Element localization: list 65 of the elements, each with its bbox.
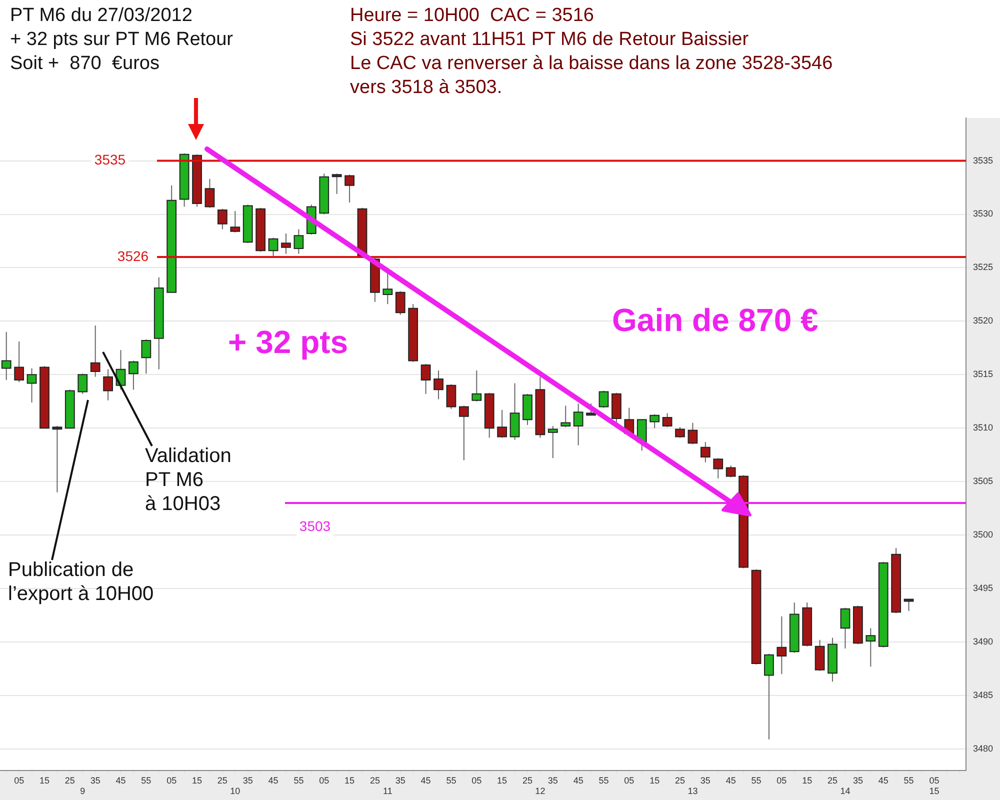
x-tick-label: 35 <box>548 775 558 786</box>
x-tick-label: 10 <box>230 786 240 796</box>
x-tick-label: 25 <box>64 775 75 786</box>
y-tick-label: 3520 <box>972 316 994 326</box>
text: Heure = 10H00 CAC = 3516 Si 3522 avant 11H51 PT M6 de Retour Baissier Le CAC va renverser à la baisse dans la zone 3528-3546 vers 3518 à 3503. <box>350 4 833 100</box>
x-tick-label: 45 <box>573 775 584 786</box>
y-tick-label: 3500 <box>972 530 994 540</box>
ref-line-label: 3535 <box>94 152 126 168</box>
y-tick-label: 3495 <box>972 583 994 594</box>
x-tick-label: 13 <box>688 786 698 796</box>
x-tick-label: 55 <box>294 775 304 786</box>
y-tick-label: 3535 <box>972 155 994 166</box>
x-tick-label: 25 <box>828 775 838 786</box>
y-tick-label: 3510 <box>972 422 994 433</box>
x-tick-label: 35 <box>700 775 710 786</box>
x-tick-label: 15 <box>650 775 660 786</box>
x-tick-label: 9 <box>80 786 86 796</box>
x-tick-label: 14 <box>840 786 850 796</box>
ref-line-label: 3503 <box>299 518 331 534</box>
chart-subtitle: + 32 pts sur PT M6 Retour Soit + 870 €uros <box>10 28 233 76</box>
annotation: Publication de l’export à 10H00 <box>8 558 154 606</box>
x-tick-label: 45 <box>420 775 431 786</box>
y-tick-label: 3480 <box>972 743 994 754</box>
x-tick-label: 05 <box>776 775 787 786</box>
ref-line-label: 3526 <box>117 248 149 264</box>
x-tick-label: 35 <box>90 775 100 786</box>
x-tick-label: 25 <box>522 775 532 786</box>
x-tick-label: 45 <box>726 775 736 786</box>
x-tick-label: 45 <box>878 775 888 786</box>
x-tick-label: 15 <box>344 775 355 786</box>
x-tick-label: 15 <box>802 775 812 786</box>
x-tick-label: 12 <box>535 786 546 796</box>
x-tick-label: 25 <box>370 775 380 786</box>
y-tick-label: 3505 <box>972 476 994 486</box>
x-tick-label: 25 <box>674 775 686 786</box>
y-tick-label: 3515 <box>972 369 994 380</box>
x-tick-label: 35 <box>395 775 406 786</box>
x-tick-label: 45 <box>116 775 126 786</box>
x-tick-label: 45 <box>268 775 278 786</box>
chart-title: PT M6 du 27/03/2012 <box>10 4 192 28</box>
y-tick-label: 3490 <box>972 636 994 647</box>
x-tick-label: 05 <box>319 775 330 786</box>
y-tick-label: 3530 <box>972 208 994 219</box>
x-tick-label: 05 <box>472 775 482 786</box>
x-tick-label: 35 <box>242 775 253 786</box>
annotation: + 32 pts <box>228 323 348 362</box>
x-tick-label: 05 <box>624 775 634 786</box>
x-tick-label: 55 <box>751 775 762 786</box>
x-tick-label: 05 <box>14 775 24 786</box>
y-tick-label: 3485 <box>972 690 994 700</box>
x-tick-label: 05 <box>166 775 177 786</box>
x-tick-label: 05 15 <box>929 775 940 796</box>
x-tick-label: 25 <box>217 775 228 786</box>
x-tick-label: 11 <box>382 786 392 796</box>
annotation: Validation PT M6 à 10H03 <box>145 444 232 516</box>
x-tick-label: 15 <box>192 775 202 786</box>
x-tick-label: 55 <box>904 775 914 786</box>
x-tick-label: 35 <box>852 775 863 786</box>
x-tick-label: 55 <box>446 775 456 786</box>
x-tick-label: 55 <box>141 775 152 786</box>
x-tick-label: 15 <box>39 775 50 786</box>
x-tick-label: 55 <box>598 775 609 786</box>
x-tick-label: 15 <box>497 775 508 786</box>
y-tick-label: 3525 <box>972 262 994 272</box>
annotation: Gain de 870 € <box>612 301 818 340</box>
